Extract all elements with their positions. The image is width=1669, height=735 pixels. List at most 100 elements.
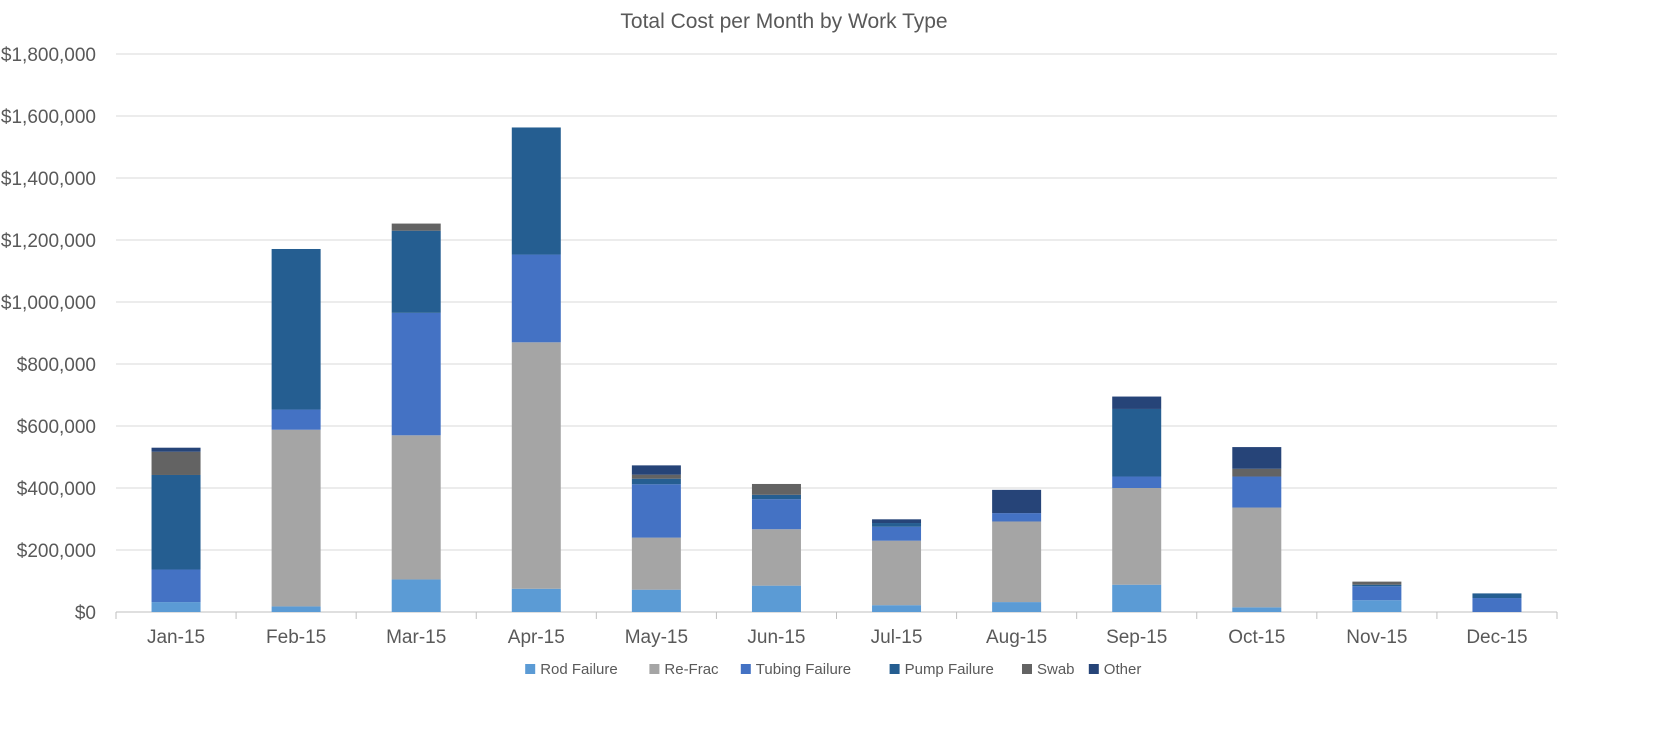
x-tick-label: Jun-15 xyxy=(747,627,805,648)
x-tick-label: Jul-15 xyxy=(871,627,923,648)
bar-segment-rod-failure xyxy=(1232,607,1282,612)
bar-segment-rod-failure xyxy=(751,585,801,612)
bar-segment-pump-failure xyxy=(271,248,321,410)
bar-segment-tubing-failure xyxy=(631,484,681,538)
bar-segment-other xyxy=(1112,396,1162,409)
bar-segment-tubing-failure xyxy=(1232,476,1282,508)
bar-segment-swab xyxy=(151,451,201,475)
y-tick-label: $1,800,000 xyxy=(1,45,96,66)
bar-segment-swab xyxy=(391,223,441,231)
bar-segment-rod-failure xyxy=(631,589,681,612)
x-tick-label: Oct-15 xyxy=(1228,627,1285,648)
x-tick-label: Nov-15 xyxy=(1346,627,1407,648)
bars xyxy=(151,127,1522,612)
x-tick-label: May-15 xyxy=(625,627,688,648)
bar-segment-other xyxy=(872,519,922,524)
y-tick-label: $1,200,000 xyxy=(1,231,96,252)
y-tick-label: $1,000,000 xyxy=(1,293,96,314)
legend-item: Re-Frac xyxy=(649,661,719,678)
y-tick-label: $800,000 xyxy=(17,355,96,376)
bar-segment-rod-failure xyxy=(511,588,561,612)
legend-swatch xyxy=(525,664,536,674)
legend-item: Rod Failure xyxy=(525,661,618,678)
bar-segment-rod-failure xyxy=(872,605,922,612)
bar-segment-tubing-failure xyxy=(1472,598,1522,612)
bar-segment-re-frac xyxy=(872,540,922,606)
bar-segment-other xyxy=(151,447,201,452)
bar-segment-re-frac xyxy=(631,537,681,590)
x-tick-label: Feb-15 xyxy=(266,627,326,648)
x-tick-label: Aug-15 xyxy=(986,627,1047,648)
bar-segment-other xyxy=(631,465,681,475)
bar-segment-rod-failure xyxy=(391,579,441,612)
y-tick-label: $400,000 xyxy=(17,479,96,500)
bar-segment-rod-failure xyxy=(1352,600,1402,612)
bar-segment-tubing-failure xyxy=(151,569,201,603)
bar-segment-tubing-failure xyxy=(1352,586,1402,601)
bar-segment-rod-failure xyxy=(1112,584,1162,612)
bar-segment-re-frac xyxy=(751,529,801,586)
legend-item: Tubing Failure xyxy=(740,661,851,678)
bar-segment-pump-failure xyxy=(1472,593,1522,599)
bar-segment-swab xyxy=(631,474,681,479)
bar-segment-tubing-failure xyxy=(992,513,1042,522)
bar-segment-rod-failure xyxy=(271,606,321,612)
legend-label: Pump Failure xyxy=(905,661,994,678)
x-axis-tick-labels: Jan-15 Feb-15 Mar-15 Apr-15 May-15 Jun-15 Jul-… xyxy=(147,627,1528,648)
legend-swatch xyxy=(889,664,900,674)
legend-swatch xyxy=(649,664,660,674)
bar-segment-swab xyxy=(1232,468,1282,477)
bar-segment-pump-failure xyxy=(1112,408,1162,477)
y-tick-label: $1,600,000 xyxy=(1,107,96,128)
bar-segment-pump-failure xyxy=(631,478,681,485)
legend-item: Swab xyxy=(1022,661,1075,678)
bar-segment-rod-failure xyxy=(151,602,201,612)
bar-segment-tubing-failure xyxy=(271,409,321,430)
bar-segment-other xyxy=(992,489,1042,514)
bar-segment-swab xyxy=(1352,581,1402,585)
legend-item: Pump Failure xyxy=(889,661,994,678)
bar-segment-pump-failure xyxy=(1352,584,1402,587)
legend-swatch xyxy=(1088,664,1099,674)
legend-item: Other xyxy=(1088,661,1142,678)
x-tick-label: Sep-15 xyxy=(1106,627,1167,648)
x-tick-label: Mar-15 xyxy=(386,627,446,648)
bar-segment-re-frac xyxy=(391,435,441,580)
gridlines xyxy=(115,53,1558,619)
x-tick-label: Dec-15 xyxy=(1466,627,1527,648)
bar-segment-pump-failure xyxy=(391,230,441,313)
bar-segment-re-frac xyxy=(1232,507,1282,608)
legend: Rod Failure Re-Frac Tubing Failure Pump Fai… xyxy=(525,661,1141,678)
legend-label: Tubing Failure xyxy=(756,661,851,678)
legend-swatch xyxy=(740,664,751,674)
bar-segment-pump-failure xyxy=(511,127,561,255)
bar-segment-re-frac xyxy=(271,429,321,607)
legend-label: Swab xyxy=(1037,661,1075,678)
x-tick-label: Jan-15 xyxy=(147,627,205,648)
bar-segment-tubing-failure xyxy=(391,312,441,436)
y-tick-label: $200,000 xyxy=(17,541,96,562)
bar-segment-tubing-failure xyxy=(511,254,561,343)
y-axis-tick-labels: $0 $200,000 $400,000 $600,000 $800,000 $1,000… xyxy=(1,45,96,624)
bar-segment-pump-failure xyxy=(151,474,201,570)
bar-segment-tubing-failure xyxy=(751,499,801,530)
x-tick-label: Apr-15 xyxy=(508,627,565,648)
bar-segment-swab xyxy=(751,483,801,495)
legend-swatch xyxy=(1022,664,1032,674)
bar-segment-tubing-failure xyxy=(1112,476,1162,488)
legend-label: Re-Frac xyxy=(664,661,719,678)
y-tick-label: $0 xyxy=(75,603,96,624)
bar-segment-re-frac xyxy=(992,521,1042,603)
bar-segment-pump-failure xyxy=(872,523,922,527)
bar-segment-other xyxy=(1232,447,1282,469)
y-tick-label: $600,000 xyxy=(17,417,96,438)
y-tick-label: $1,400,000 xyxy=(1,169,96,190)
legend-label: Rod Failure xyxy=(540,661,618,678)
bar-segment-re-frac xyxy=(511,342,561,589)
bar-segment-tubing-failure xyxy=(872,526,922,541)
legend-label: Other xyxy=(1104,661,1142,678)
bar-segment-pump-failure xyxy=(751,494,801,500)
bar-segment-rod-failure xyxy=(992,602,1042,612)
